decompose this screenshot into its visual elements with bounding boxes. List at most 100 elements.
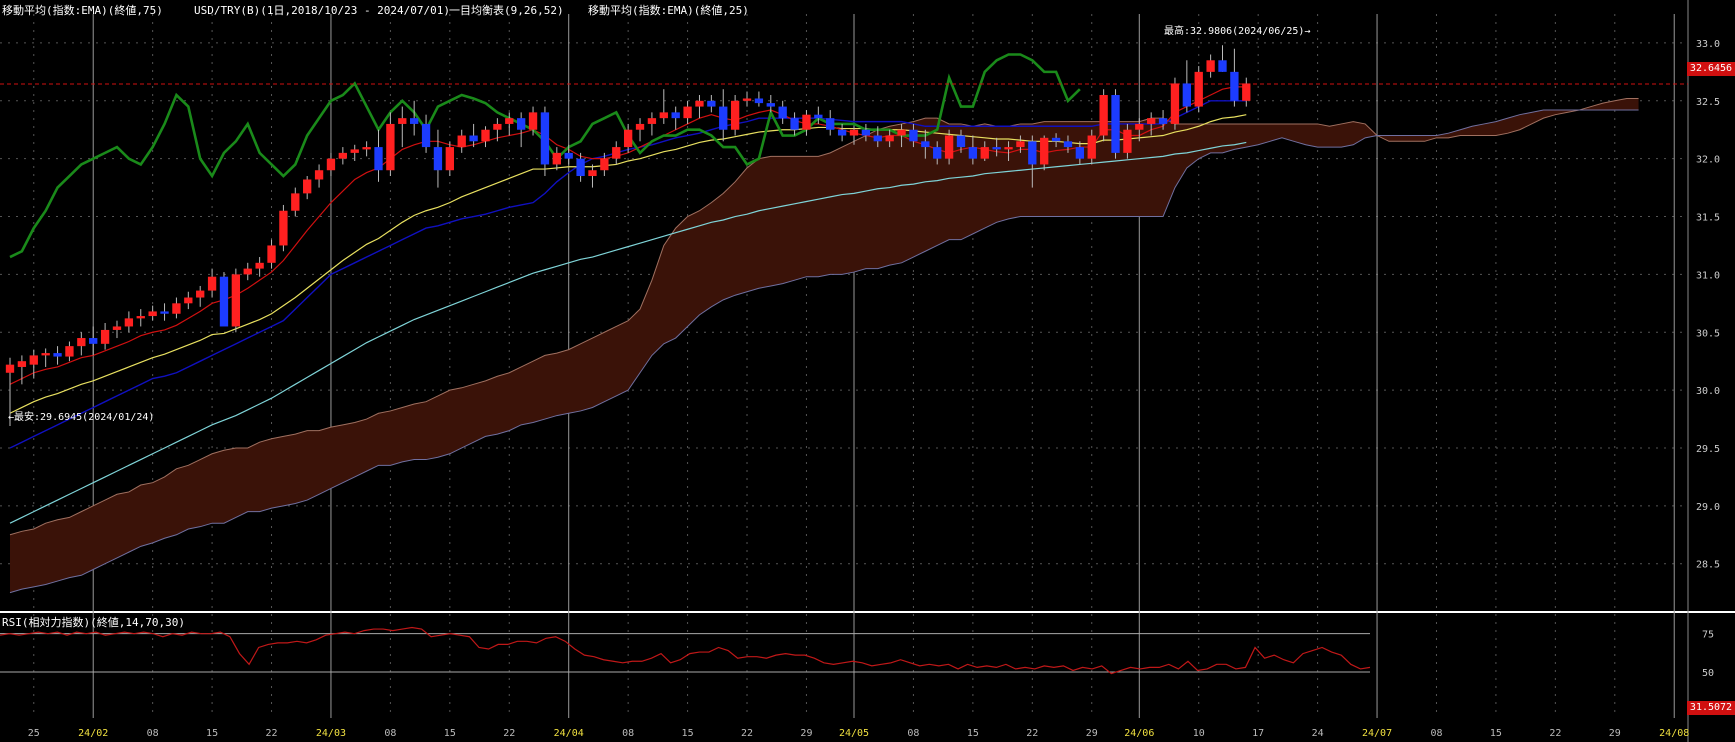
candle-down — [909, 129, 918, 142]
candle-down — [540, 112, 550, 165]
x-tick-label: 15 — [967, 728, 979, 739]
candle-down — [1063, 141, 1073, 148]
last-rsi-tag: 31.5072 — [1687, 701, 1735, 715]
x-tick-label: 15 — [206, 728, 218, 739]
candle-up — [279, 210, 288, 246]
candle-up — [695, 100, 704, 107]
candle-up — [1123, 129, 1132, 153]
x-tick-label: 22 — [1549, 728, 1561, 739]
candle-down — [671, 112, 680, 119]
candle-down — [1218, 60, 1227, 72]
candle-up — [112, 326, 122, 330]
candle-down — [1158, 118, 1168, 124]
candle-up — [5, 364, 15, 373]
candle-down — [826, 118, 835, 130]
candle-up — [77, 338, 86, 347]
candle-up — [291, 193, 300, 211]
candle-down — [707, 100, 716, 107]
y-tick-label: 31.5 — [1696, 213, 1720, 224]
candle-up — [588, 170, 597, 177]
candle-down — [421, 123, 431, 148]
axes: 33.0 32.5 32.0 31.5 31.0 30.5 30.0 29.5 29.0 28.5… — [28, 39, 1720, 739]
low-annotation: ←最安:29.6945(2024/01/24) — [8, 412, 155, 423]
candle-up — [1004, 147, 1013, 150]
candle-up — [445, 147, 454, 171]
candle-up — [326, 158, 336, 171]
x-tick-label: 24/05 — [839, 728, 869, 739]
candle-up — [124, 318, 134, 327]
x-tick-label: 24/08 — [1659, 728, 1689, 739]
candle-up — [100, 329, 110, 344]
candle-down — [992, 147, 1001, 150]
candle-down — [1230, 71, 1239, 101]
candle-up — [148, 311, 157, 317]
candle-up — [231, 274, 241, 327]
x-tick-label: 24/02 — [78, 728, 108, 739]
candle-down — [790, 118, 799, 130]
candle-down — [778, 106, 787, 119]
candle-up — [980, 147, 989, 159]
candle-down — [469, 135, 478, 142]
senkou-span-b — [9, 109, 1639, 594]
candle-up — [207, 276, 217, 291]
x-tick-label: 29 — [800, 728, 812, 739]
candle-up — [849, 129, 859, 136]
y-tick-label: 30.0 — [1696, 386, 1720, 397]
candle-up — [683, 106, 692, 119]
candle-down — [837, 129, 847, 136]
candle-up — [65, 346, 74, 357]
candle-up — [267, 245, 276, 263]
candle-up — [1135, 123, 1144, 130]
candle-up — [612, 147, 621, 159]
symbol-header: USD/TRY(B)(1日,2018/10/23 - 2024/07/01) — [194, 4, 451, 17]
candle-down — [219, 276, 229, 327]
candle-down — [374, 147, 383, 171]
candle-down — [410, 118, 419, 124]
candle-up — [552, 152, 561, 165]
x-tick-label: 10 — [1193, 728, 1205, 739]
candle-up — [362, 147, 371, 150]
candle-down — [160, 311, 169, 314]
candle-up — [1016, 141, 1025, 148]
ema25-header: 移動平均(指数:EMA)(終値,25) — [588, 4, 749, 17]
candle-up — [742, 98, 752, 101]
rsi-panel — [0, 626, 1371, 675]
candle-up — [1087, 135, 1096, 159]
x-tick-label: 08 — [147, 728, 159, 739]
x-tick-label: 22 — [1026, 728, 1038, 739]
candle-down — [873, 135, 882, 142]
x-tick-label: 24 — [1312, 728, 1324, 739]
candle-down — [956, 135, 966, 148]
candle-up — [600, 158, 609, 171]
candle-down — [766, 103, 775, 107]
candle-down — [933, 147, 942, 159]
candle-down — [861, 129, 871, 136]
y-tick-label: 32.0 — [1696, 155, 1720, 166]
x-tick-label: 22 — [741, 728, 753, 739]
candle-up — [184, 297, 193, 304]
candle-up — [1170, 83, 1180, 124]
candle-up — [730, 100, 740, 130]
ema75-header: 移動平均(指数:EMA)(終値,75) — [2, 4, 163, 17]
rsi-line — [0, 626, 1371, 675]
cloud-area — [10, 98, 1639, 593]
candle-up — [17, 361, 27, 367]
candle-up — [172, 303, 181, 314]
candle-up — [136, 316, 145, 319]
candle-down — [1075, 147, 1085, 159]
candle-down — [719, 106, 728, 130]
candle-down — [576, 158, 585, 177]
ichimoku-cloud — [9, 97, 1639, 594]
ichimoku-header: 一目均衡表(9,26,52) — [449, 4, 564, 17]
candle-up — [314, 170, 324, 180]
x-tick-label: 15 — [1490, 728, 1502, 739]
candle-down — [433, 147, 443, 171]
candle-down — [89, 338, 98, 344]
candle-up — [29, 355, 38, 365]
candle-up — [647, 118, 657, 124]
candle-up — [885, 135, 894, 142]
x-tick-label: 15 — [682, 728, 694, 739]
candle-down — [564, 152, 573, 159]
high-annotation: 最高:32.9806(2024/06/25)→ — [1164, 26, 1311, 37]
candle-up — [1040, 137, 1049, 165]
